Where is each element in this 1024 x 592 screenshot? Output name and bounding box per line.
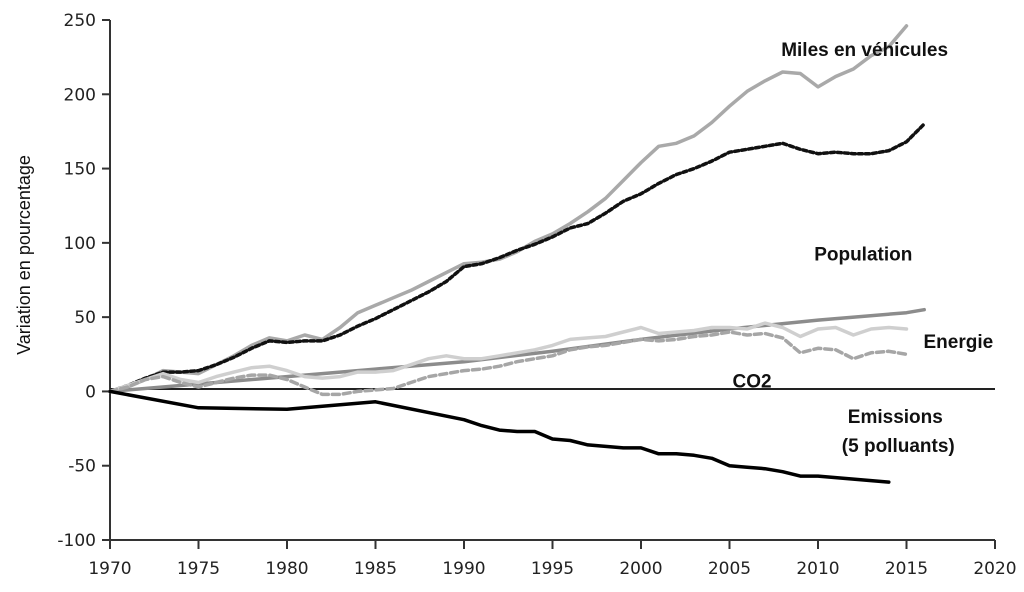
x-tick-label: 1995 (531, 559, 574, 579)
series-line-pib (108, 24, 909, 394)
x-tick-label: 2015 (885, 559, 928, 579)
series-label-miles-en-vehicules: Miles en véhicules (781, 40, 948, 61)
x-ticks: 1970 1975 1980 1985 1990 1995 2000 2005 2010 2015… (88, 540, 1017, 579)
y-axis-title: Variation en pourcentage (14, 155, 34, 355)
y-tick-label: 100 (64, 234, 96, 254)
x-tick-label: 1985 (354, 559, 397, 579)
x-tick-label: 2020 (973, 559, 1016, 579)
series-lines (108, 24, 926, 484)
series-label-population: Population (814, 245, 912, 266)
series-label-line: (5 polluants) (842, 436, 955, 457)
y-tick-label: 150 (64, 160, 96, 180)
x-tick-label: 1980 (265, 559, 308, 579)
y-ticks: -100 -50 0 50 100 150 200 250 (57, 11, 110, 551)
x-tick-label: 2010 (796, 559, 839, 579)
y-tick-label: 200 (64, 85, 96, 105)
y-tick-label: 50 (74, 308, 96, 328)
series-line-energie (108, 321, 909, 394)
x-tick-label: 1975 (177, 559, 220, 579)
series-line-population (108, 307, 926, 394)
y-tick-label: -100 (57, 531, 96, 551)
series-label-line: Emissions (848, 407, 943, 428)
y-tick-label: 0 (85, 382, 96, 402)
series-line-co2 (108, 330, 909, 397)
series-line-emissions-5-polluants (108, 389, 891, 484)
series-label-emissions-5-polluants: Emissions (5 polluants) (842, 407, 955, 457)
x-tick-label: 2005 (708, 559, 751, 579)
series-label-co2: CO2 (733, 371, 772, 392)
series-label-energie: Energie (924, 332, 994, 353)
axes (109, 20, 995, 541)
x-tick-label: 2000 (619, 559, 662, 579)
series-line-miles-en-vehicules (108, 122, 926, 394)
y-tick-label: 250 (64, 11, 96, 31)
x-tick-label: 1990 (442, 559, 485, 579)
x-tick-label: 1970 (88, 559, 131, 579)
series-labels: PIBMiles en véhiculesPopulationEnergieCO… (733, 40, 994, 457)
y-tick-label: -50 (68, 457, 96, 477)
